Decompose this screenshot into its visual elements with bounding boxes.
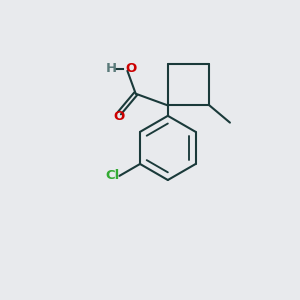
Text: O: O <box>125 62 136 75</box>
Text: O: O <box>114 110 125 123</box>
Text: H: H <box>106 62 117 75</box>
Text: Cl: Cl <box>106 169 120 182</box>
